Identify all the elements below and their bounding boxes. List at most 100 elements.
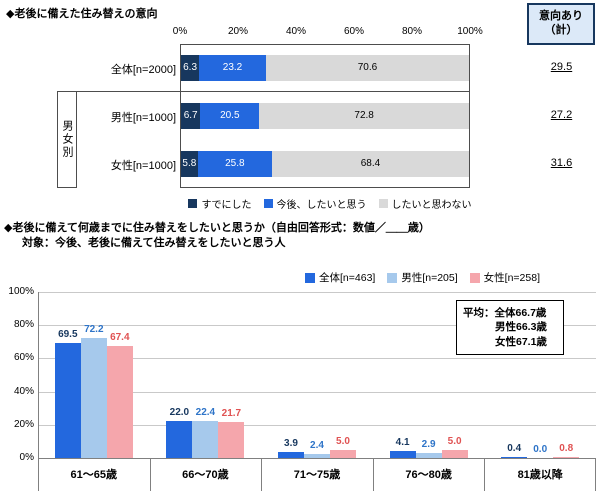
chart2-legend: 全体[n=463] 男性[n=205] 女性[n=258]	[305, 270, 540, 285]
chart1-bar-segment: 23.2	[199, 55, 266, 81]
chart2-y-axis-line	[38, 292, 39, 458]
chart2-bar	[166, 421, 193, 458]
chart2-bar	[330, 449, 356, 458]
chart1-axis-tick: 0%	[172, 26, 188, 37]
legend-item: 今後、したいと思う	[263, 196, 367, 211]
chart2-category-separator	[149, 458, 151, 491]
chart1-bar-segment: 5.8	[181, 151, 198, 177]
chart1-bar-segment: 68.4	[272, 151, 469, 177]
chart1-gender-group-label: 男女別	[57, 91, 77, 188]
chart1-bar-segment: 6.7	[181, 103, 201, 129]
chart2-bar	[441, 449, 468, 458]
annotation-line-female: 女性67.1歳	[495, 335, 547, 348]
legend-label: 全体[n=463]	[319, 272, 376, 284]
legend-item: 全体[n=463]	[305, 270, 375, 285]
chart1-axis-tick: 60%	[343, 26, 364, 37]
chart2-bar-value: 0.4	[507, 443, 522, 455]
legend-item: 女性[n=258]	[469, 270, 540, 285]
chart2-x-label: 81歳以降	[517, 469, 563, 481]
chart2-bar	[54, 342, 81, 458]
chart2-average-annotation: 平均：全体66.7歳 男性66.3歳 女性67.1歳	[456, 300, 564, 356]
chart2-x-label: 61～65歳	[70, 469, 118, 481]
chart1-row-label: 男性[n=1000]	[110, 112, 176, 124]
chart1-bar-segment: 70.6	[265, 55, 469, 81]
chart2-category-separator	[261, 458, 263, 491]
chart1-bar: 6.7 20.5 72.8	[181, 103, 469, 129]
chart1-bar-segment: 72.8	[259, 103, 469, 129]
chart2-x-label: 66～70歳	[182, 469, 229, 481]
legend-label: したいと思わない	[391, 200, 472, 211]
legend-swatch-icon	[263, 199, 273, 208]
chart1-bar-segment: 25.8	[197, 151, 272, 177]
chart2-subtitle: 対象：今後、老後に備えて住み替えをしたいと思う人	[22, 237, 286, 249]
chart2-y-tick: 0%	[19, 452, 34, 463]
chart2-gridline	[38, 391, 596, 393]
chart2-x-label: 76～80歳	[405, 469, 452, 481]
legend-item: したいと思わない	[378, 196, 472, 211]
legend-item: 男性[n=205]	[387, 270, 458, 285]
chart2-bar	[389, 451, 416, 458]
chart1-row-separator	[57, 91, 470, 92]
chart2-bar-value: 5.0	[336, 435, 350, 447]
chart2-category-separator	[38, 458, 39, 491]
chart2-category-separator	[372, 458, 374, 491]
chart2-bar-value: 2.9	[421, 439, 436, 451]
chart2-bar	[278, 451, 304, 458]
chart2-bar-value: 2.4	[310, 440, 324, 452]
chart2-bar-value: 0.0	[533, 444, 548, 455]
annotation-line-total: 平均：全体66.7歳	[463, 307, 547, 319]
chart2-y-tick: 100%	[8, 286, 34, 297]
chart2-x-label: 71～75歳	[293, 469, 341, 481]
legend-label: すでにした	[201, 200, 252, 211]
chart1-bar-segment: 6.3	[181, 55, 200, 81]
chart2-bar-value: 5.0	[447, 435, 462, 447]
chart2-gridline	[38, 325, 596, 327]
chart2-gridline	[38, 424, 596, 426]
chart2-bar-value: 22.4	[195, 406, 216, 418]
legend-label: 女性[n=258]	[483, 272, 540, 284]
chart2-bar-value: 3.9	[284, 437, 298, 449]
chart2-y-tick: 80%	[13, 319, 34, 331]
chart2-category-separator	[484, 458, 486, 491]
legend-swatch-icon	[469, 272, 480, 283]
chart2-bar-value: 72.2	[84, 324, 104, 336]
chart2-x-axis-line	[38, 458, 596, 459]
chart2-bar	[218, 421, 245, 458]
chart1-row-label: 全体[n=2000]	[110, 64, 176, 76]
annotation-line-male: 男性66.3歳	[495, 321, 547, 334]
chart1-legend: すでにした 今後、したいと思う したいと思わない	[175, 196, 485, 211]
chart2-bar	[80, 338, 107, 458]
chart2-bar-value: 69.5	[58, 328, 78, 340]
chart1-plot-frame	[180, 44, 470, 188]
chart2-bar	[415, 453, 442, 458]
chart2-title: ◆老後に備えて何歳までに住み替えをしたいと思うか（自由回答形式：数値／＿＿歳）	[4, 222, 430, 234]
chart1-row-label: 女性[n=1000]	[110, 160, 176, 172]
chart2-gridline	[38, 358, 596, 360]
chart2-bar-value: 67.4	[110, 332, 130, 344]
legend-item: すでにした	[188, 196, 252, 211]
chart1-axis-tick: 20%	[227, 26, 248, 37]
chart1-bar: 6.3 23.2 70.6	[181, 55, 469, 81]
chart2-category-separator	[595, 458, 596, 491]
chart2-bar-value: 0.8	[559, 442, 574, 454]
chart2-bar	[553, 456, 580, 458]
legend-label: 男性[n=205]	[401, 272, 458, 284]
legend-swatch-icon	[305, 272, 315, 283]
chart1-total-value: 27.2	[550, 109, 573, 121]
chart2-bar	[192, 420, 219, 458]
legend-swatch-icon	[387, 272, 398, 283]
chart1-total-value: 31.6	[550, 157, 573, 169]
legend-label: 今後、したいと思う	[276, 200, 367, 211]
chart2-bar-value: 21.7	[221, 407, 242, 419]
chart2-gridline	[38, 292, 596, 293]
chart2-bar	[304, 454, 330, 458]
chart2-bar	[501, 457, 528, 458]
chart2-y-tick: 60%	[13, 352, 34, 364]
chart2-y-tick: 40%	[13, 385, 34, 397]
chart2-bar-value: 22.0	[169, 407, 190, 419]
chart2-bar	[106, 346, 133, 458]
chart1-bar-segment: 20.5	[200, 103, 260, 129]
chart1-axis-tick: 100%	[457, 26, 483, 37]
chart1-axis-tick: 80%	[401, 26, 422, 37]
